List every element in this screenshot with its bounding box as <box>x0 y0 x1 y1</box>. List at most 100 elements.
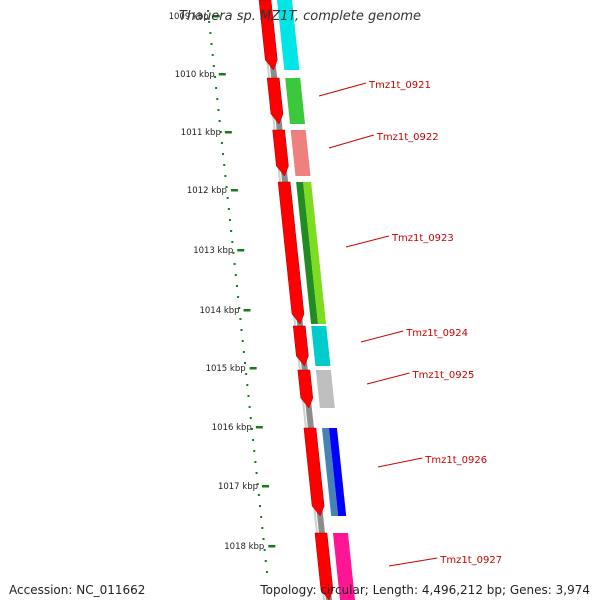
kbp-label: 1011 kbp <box>181 128 221 138</box>
feature-bar <box>315 370 335 408</box>
scale-dot <box>238 307 241 309</box>
scale-dot <box>240 329 243 331</box>
scale-dot <box>245 373 248 375</box>
kbp-tick <box>255 426 263 429</box>
scale-dot <box>264 560 267 562</box>
scale-dot <box>225 186 228 188</box>
kbp-tick <box>230 189 238 192</box>
cds-arrow <box>297 369 314 409</box>
feature-bar <box>277 0 300 70</box>
scale-dot <box>227 208 230 210</box>
scale-dot <box>207 10 210 12</box>
scale-dot <box>231 241 234 243</box>
scale-dot <box>256 483 259 485</box>
feature-bar <box>303 182 327 324</box>
scale-dot <box>216 98 219 100</box>
kbp-label: 1017 kbp <box>218 482 258 492</box>
gene-label: Tmz1t_0925 <box>412 370 475 381</box>
kbp-label: 1018 kbp <box>224 542 264 552</box>
kbp-tick <box>237 249 245 252</box>
kbp-tick <box>268 545 276 548</box>
scale-dot <box>265 571 268 573</box>
feature-bar <box>328 428 347 516</box>
kbp-label: 1013 kbp <box>193 246 233 256</box>
scale-dot <box>246 384 249 386</box>
genome-title: Thauera sp. MZ1T, complete genome <box>178 9 422 24</box>
scale-dot <box>241 340 244 342</box>
gene-label-leader <box>388 557 438 567</box>
scale-dot <box>244 362 247 364</box>
gene-labels-group: Tmz1t_0921 Tmz1t_0922 Tmz1t_0923 Tmz1t_0924… <box>318 80 502 567</box>
scale-dot <box>211 54 214 56</box>
gene-label: Tmz1t_0927 <box>439 555 502 566</box>
kbp-label: 1016 kbp <box>212 423 252 433</box>
kbp-tick <box>262 485 270 488</box>
feature-bar <box>332 533 355 600</box>
scale-dot <box>255 472 258 474</box>
gene-label: Tmz1t_0921 <box>368 80 431 91</box>
scale-dot <box>230 230 233 232</box>
feature-bar-secondary <box>321 428 339 516</box>
scale-dot <box>213 76 216 78</box>
scale-dot <box>224 175 227 177</box>
gene-label: Tmz1t_0922 <box>376 132 439 143</box>
feature-bar <box>285 78 306 124</box>
scale-dot <box>253 450 256 452</box>
gene-label-leader <box>345 235 390 248</box>
kbp-label: 1012 kbp <box>187 186 227 196</box>
genes-group <box>258 0 355 600</box>
scale-dot <box>239 318 242 320</box>
scale-dot <box>232 252 235 254</box>
scale-dot <box>219 131 222 133</box>
scale-dot <box>261 527 264 529</box>
scale-dot <box>233 263 236 265</box>
scale-dot <box>248 406 251 408</box>
scale-dot <box>247 395 250 397</box>
scale-dot <box>210 43 213 45</box>
scale-dot <box>237 296 240 298</box>
scale-dot <box>260 516 263 518</box>
scale-dot <box>254 461 257 463</box>
kbp-label: 1014 kbp <box>199 306 239 316</box>
scale-dot <box>215 87 218 89</box>
gene-label: Tmz1t_0923 <box>391 233 454 244</box>
scale-dot <box>252 439 255 441</box>
scale-dot <box>242 351 245 353</box>
scale-dot <box>209 32 212 34</box>
gene-label-leader <box>360 330 404 343</box>
cds-arrow <box>277 181 305 325</box>
scale-dot <box>223 164 226 166</box>
scale-dot <box>249 417 252 419</box>
accession-label: Accession: NC_011662 <box>9 583 146 597</box>
scale-dot <box>226 197 229 199</box>
scale-dot <box>217 109 220 111</box>
scale-dot <box>222 153 225 155</box>
kbp-ticks <box>207 10 276 573</box>
kbp-tick <box>243 309 251 312</box>
kbp-tick <box>212 15 220 18</box>
feature-bar-secondary <box>296 182 319 324</box>
cds-arrow <box>266 77 284 125</box>
scale-dot <box>250 428 253 430</box>
cds-arrow <box>258 0 278 71</box>
cds-arrow <box>314 532 334 600</box>
kbp-label: 1015 kbp <box>206 364 246 374</box>
cds-arrow <box>292 325 309 367</box>
gene-label-leader <box>366 372 410 385</box>
feature-bar <box>290 130 311 176</box>
feature-bar <box>311 326 331 366</box>
kbp-labels-group: 1009 kbp 1010 kbp 1011 kbp 1012 kbp 1013 kbp… <box>169 12 265 552</box>
scale-dot <box>263 549 266 551</box>
scale-dot <box>235 285 238 287</box>
scale-dot <box>259 505 262 507</box>
kbp-tick <box>218 73 226 76</box>
genome-summary: Topology: circular; Length: 4,496,212 bp… <box>260 583 590 597</box>
scale-dot <box>228 219 231 221</box>
scale-dot <box>212 65 215 67</box>
gene-label: Tmz1t_0926 <box>424 455 487 466</box>
kbp-label: 1010 kbp <box>175 70 215 80</box>
cds-arrow <box>303 427 325 517</box>
gene-label: Tmz1t_0924 <box>405 328 468 339</box>
kbp-tick <box>249 367 257 370</box>
